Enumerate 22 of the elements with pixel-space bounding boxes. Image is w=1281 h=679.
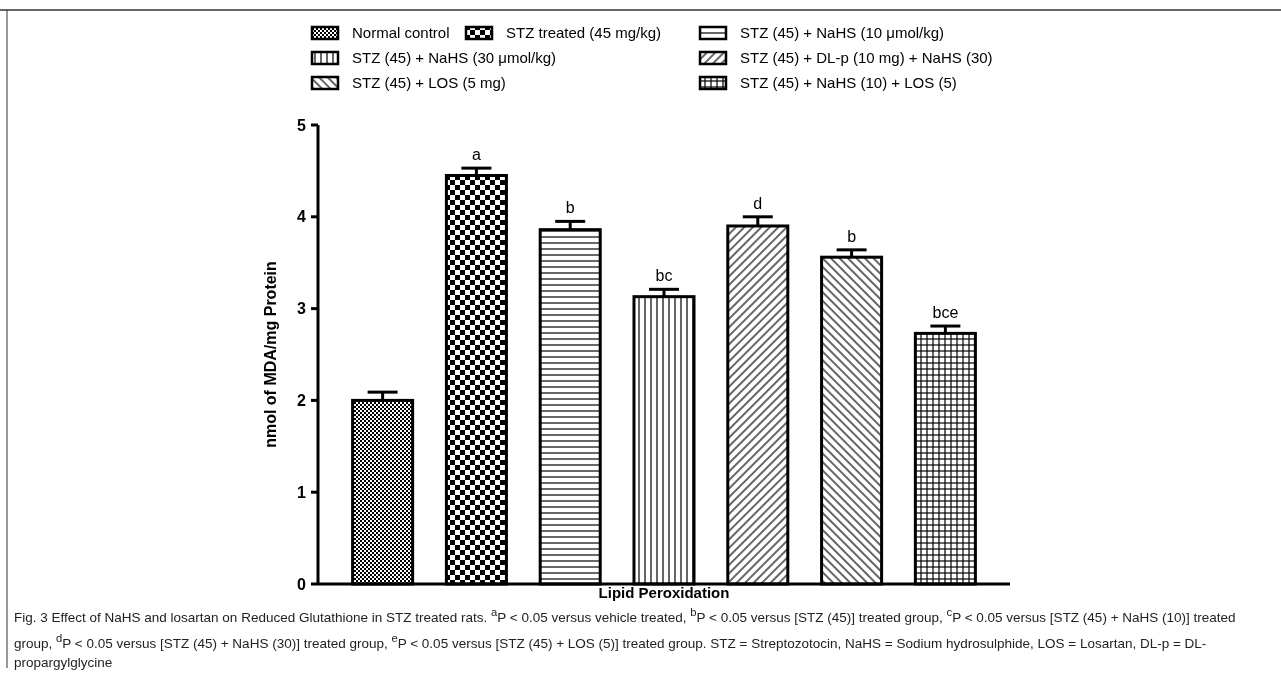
data-label: d bbox=[753, 194, 763, 212]
y-tick-label: 4 bbox=[297, 208, 307, 226]
legend-label: STZ (45) + NaHS (30 μmol/kg) bbox=[352, 49, 557, 67]
text: Fig. 3 Effect of NaHS and losartan on Reduced Glutathione in STZ treated rats. $^{a}$P < 0.05 versus vehicle treated, $^{b}$P < 0.05 versus [STZ (45)] treated group, $^{c}$P < 0.05 versus [STZ (45) + NaHS (10)] treated group, $^{d}$P < 0.05 versus [STZ (45) + NaHS (30)] treated group, $^{e}$P < 0.05 versus [STZ (45) + LOS (5)] treated group. STZ = Streptozotocin, NaHS = Sodium hydrosulphide, LOS = Losartan, DL-p = DL-propargylglycine bbox=[14, 606, 1236, 670]
y-tick-label: 1 bbox=[297, 483, 307, 501]
data-label: b bbox=[565, 199, 575, 217]
legend-label: STZ (45) + DL-p (10 mg) + NaHS (30) bbox=[740, 49, 993, 67]
data-label: bc bbox=[655, 267, 673, 285]
y-tick-label: 2 bbox=[297, 392, 307, 409]
data-label: bce bbox=[932, 304, 959, 322]
x-tick-label: Lipid Peroxidation bbox=[598, 584, 730, 601]
legend-label: STZ (45) + NaHS (10) + LOS (5) bbox=[740, 74, 957, 92]
y-axis-title: nmol of MDA/mg Protein bbox=[262, 261, 279, 448]
y-tick-label: 3 bbox=[297, 300, 307, 318]
y-tick-label: 0 bbox=[297, 575, 307, 593]
legend-label: STZ (45) + NaHS (10 μmol/kg) bbox=[740, 24, 945, 42]
legend-label: Normal control bbox=[352, 24, 450, 42]
legend-label: STZ (45) + LOS (5 mg) bbox=[352, 74, 506, 92]
data-label: a bbox=[471, 146, 481, 164]
y-tick-label: 5 bbox=[297, 116, 307, 134]
legend-label: STZ treated (45 mg/kg) bbox=[506, 24, 662, 42]
data-label: b bbox=[847, 227, 857, 245]
